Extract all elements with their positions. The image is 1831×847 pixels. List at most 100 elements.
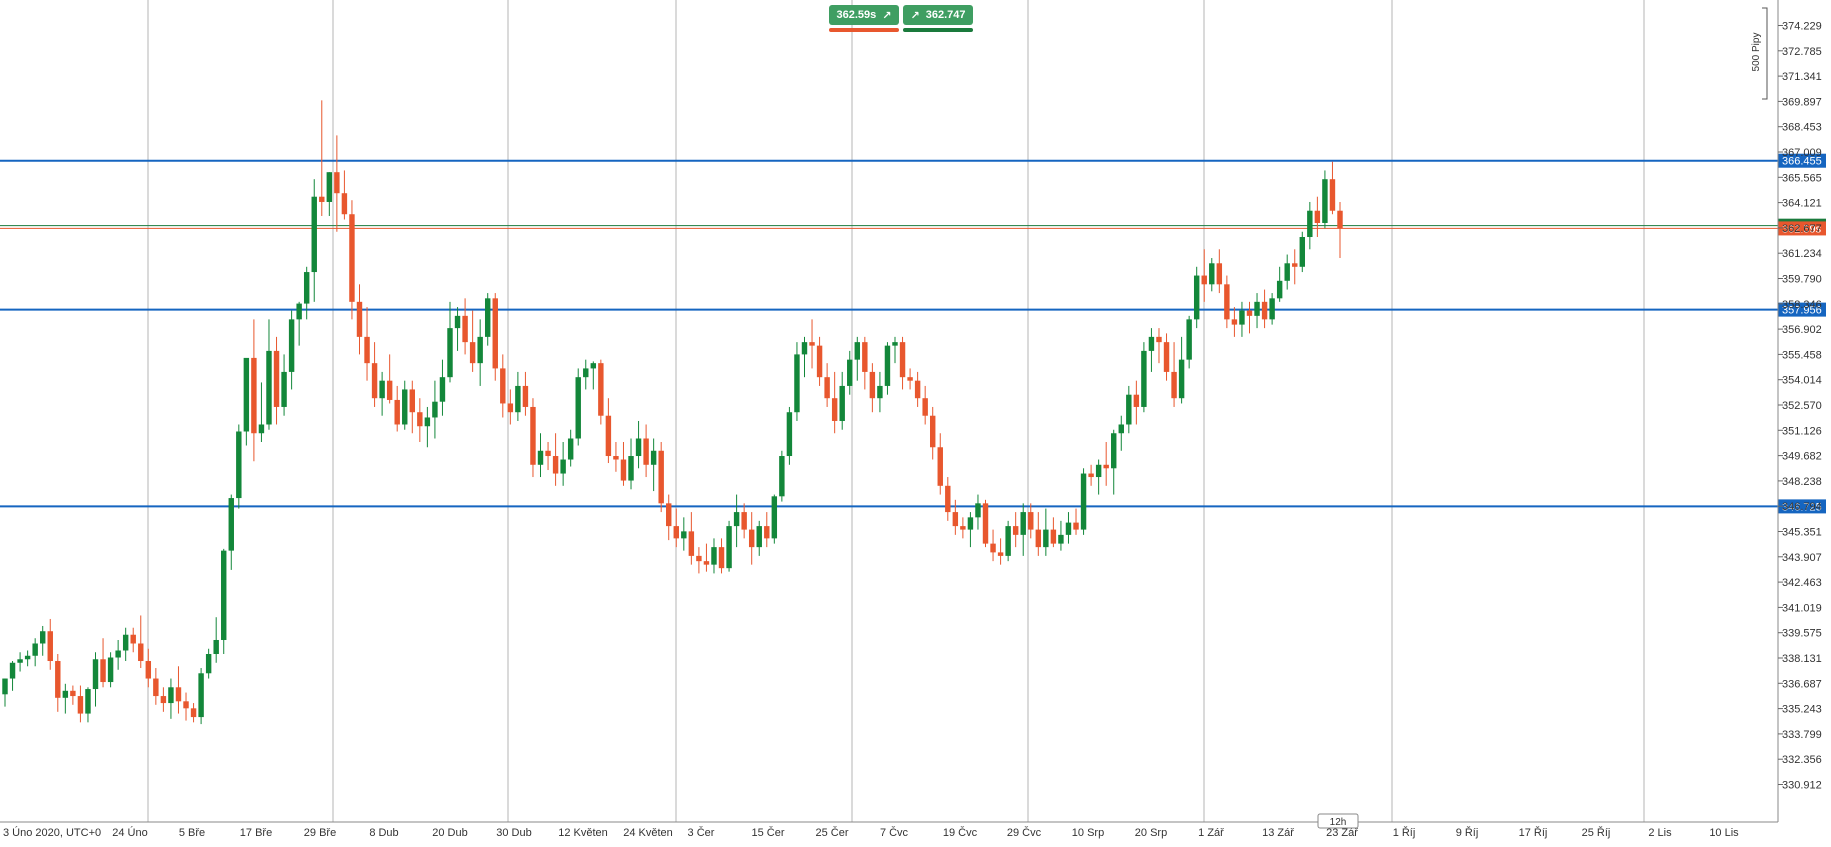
candle-body (907, 377, 913, 381)
bid-quote-button[interactable]: 362.59s ↗ (829, 5, 899, 25)
candle-body (545, 450, 551, 457)
candle-body (341, 193, 348, 215)
candle-body (688, 531, 695, 556)
candle-body (1050, 529, 1057, 544)
candle (522, 371, 529, 416)
candle-body (39, 631, 46, 644)
x-tick-label: 2 Lis (1648, 827, 1672, 839)
candle-body (281, 371, 287, 407)
candle (417, 398, 423, 443)
candle-body (379, 380, 385, 399)
candle-body (681, 531, 687, 539)
candle-body (696, 555, 702, 562)
candle-body (1231, 319, 1238, 325)
timeframe-marker[interactable] (1317, 813, 1359, 829)
candle (1141, 342, 1147, 413)
candle-body (605, 415, 612, 457)
candle (1156, 328, 1162, 364)
candle (1080, 468, 1087, 535)
candle-body (1299, 237, 1306, 267)
candle-body (85, 689, 91, 714)
candle-body (17, 659, 23, 663)
candle (1322, 170, 1328, 229)
candle (635, 420, 642, 469)
y-tick-label: 343.907 (1782, 552, 1822, 564)
x-tick-label: 10 Srp (1072, 827, 1104, 839)
candle (432, 380, 438, 439)
candle-body (1322, 179, 1328, 223)
candle (115, 639, 121, 670)
candle (17, 652, 23, 672)
x-tick-label: 9 Říj (1456, 826, 1479, 839)
candle (1193, 266, 1200, 329)
candle (326, 172, 333, 216)
candle (892, 336, 898, 364)
candle-body (522, 385, 529, 407)
candle (1329, 161, 1336, 215)
timezone-label: 3 Úno 2020, UTC+0 (3, 826, 101, 839)
candle (975, 494, 981, 530)
y-tick-label: 330.912 (1782, 780, 1822, 792)
candle-body (1276, 280, 1283, 299)
candle (703, 543, 710, 572)
y-tick-label: 341.019 (1782, 602, 1822, 614)
candle (190, 703, 197, 723)
candle-body (884, 345, 891, 386)
candle-body (228, 498, 234, 551)
candle (402, 380, 408, 430)
candle (266, 319, 272, 430)
candle-body (1314, 210, 1321, 223)
candle (1337, 201, 1343, 259)
y-tick-label: 371.341 (1782, 71, 1822, 83)
candle (748, 512, 755, 565)
scale-label: 500 Pipy (1751, 33, 1762, 72)
candle-body (1307, 210, 1313, 238)
candle (394, 385, 400, 432)
candle-body (1254, 301, 1260, 316)
candle (1224, 275, 1230, 329)
x-tick-label: 20 Srp (1135, 827, 1167, 839)
candle (251, 319, 257, 462)
candle-body (1246, 310, 1253, 316)
candle (937, 433, 943, 495)
y-tick-label: 365.565 (1782, 172, 1822, 184)
candle-body (454, 315, 461, 329)
candle-body (356, 301, 363, 337)
candle (447, 301, 453, 383)
y-tick-label: 346.794 (1782, 501, 1822, 513)
candle (643, 424, 649, 478)
candle-body (2, 678, 8, 695)
candle (605, 398, 612, 464)
candle (552, 433, 559, 486)
x-tick-label: 8 Dub (369, 827, 398, 839)
candle (213, 617, 219, 663)
candle-body (205, 654, 212, 674)
candle (733, 494, 740, 548)
candle (824, 363, 830, 407)
candle-body (628, 456, 634, 481)
candle (386, 354, 393, 404)
timeframe-label: 12h (1330, 817, 1347, 828)
candle (847, 350, 853, 395)
candle-body (552, 456, 559, 474)
y-tick-label: 354.014 (1782, 375, 1822, 387)
candle-body (334, 172, 340, 194)
candle-body (1284, 263, 1290, 281)
candle (1058, 520, 1064, 551)
y-tick-label: 345.351 (1782, 527, 1822, 539)
candle-body (1224, 284, 1230, 320)
ask-price-tag (1778, 218, 1826, 224)
x-tick-label: 7 Čvc (880, 826, 909, 839)
candle-body (801, 342, 808, 355)
candle-body (952, 512, 959, 527)
ask-quote-button[interactable]: ↗ 362.747 (903, 5, 973, 25)
candle (439, 359, 446, 416)
candle-body (862, 342, 868, 372)
y-tick-label: 352.570 (1782, 400, 1822, 412)
candle (1254, 293, 1260, 329)
candle-body (213, 639, 219, 655)
candle-body (960, 526, 966, 530)
candle (228, 494, 234, 570)
